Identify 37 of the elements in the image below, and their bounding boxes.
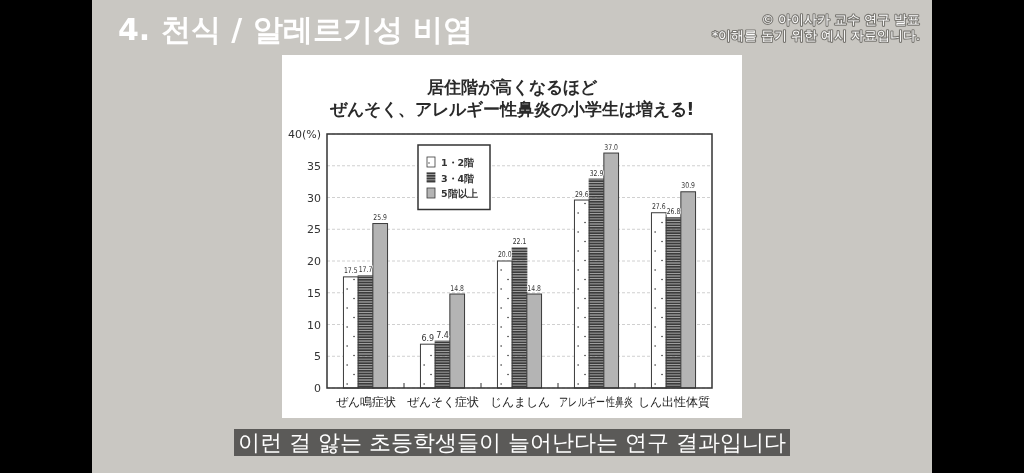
data-label: 17.5 xyxy=(343,265,358,276)
data-label: 27.6 xyxy=(651,201,667,212)
data-label: 17.7 xyxy=(358,264,373,275)
y-tick-label: 10 xyxy=(307,318,321,331)
y-tick-label: 0 xyxy=(314,381,321,395)
data-label: 22.1 xyxy=(512,236,527,247)
data-label: 37.0 xyxy=(604,141,619,152)
data-label: 6.9 xyxy=(421,333,435,343)
y-tick-label: 30 xyxy=(307,191,321,204)
data-label: 14.8 xyxy=(450,282,465,293)
data-label: 14.8 xyxy=(527,282,542,293)
y-tick-label: 35 xyxy=(307,159,321,173)
text: 이런 걸 앓는 초등학생들이 늘어난다는 연구 결과입니다 xyxy=(238,430,786,455)
text: *이해를 돕기 위한 예시 자료입니다. xyxy=(711,28,920,43)
x-tick-label: しん出性体質 xyxy=(637,395,710,409)
data-label: 30.9 xyxy=(681,180,696,191)
y-tick-label: 40(%) xyxy=(287,127,321,141)
text: © 아이사카 교수 연구 발표 xyxy=(761,12,920,27)
y-tick-label: 15 xyxy=(307,286,321,300)
x-tick-label: アレルギー性鼻炎 xyxy=(559,394,634,409)
y-tick-label: 5 xyxy=(314,349,321,363)
chart-title: 4. 천식 / 알레르기성 비염 xyxy=(118,12,474,47)
legend-label: 3・4階 xyxy=(441,172,476,183)
data-label: 7.4 xyxy=(436,330,449,340)
legend-label: 5階以上 xyxy=(441,187,478,199)
data-label: 26.8 xyxy=(666,206,681,217)
data-label: 29.6 xyxy=(574,188,590,199)
legend-label: 1・2階 xyxy=(441,156,476,168)
x-tick-label: じんましん xyxy=(489,395,550,409)
x-tick-label: ぜん鳴症状 xyxy=(335,395,396,409)
data-label: 20.0 xyxy=(497,249,513,260)
chart-subtitle: 居住階が高くなるほどぜんそく、アレルギー性鼻炎の小学生は増える! xyxy=(328,77,695,119)
y-tick-label: 25 xyxy=(307,222,321,236)
y-tick-label: 20 xyxy=(307,254,321,268)
x-tick-label: ぜんそく症状 xyxy=(406,395,479,409)
data-label: 32.9 xyxy=(589,167,604,178)
data-label: 25.9 xyxy=(373,212,388,223)
